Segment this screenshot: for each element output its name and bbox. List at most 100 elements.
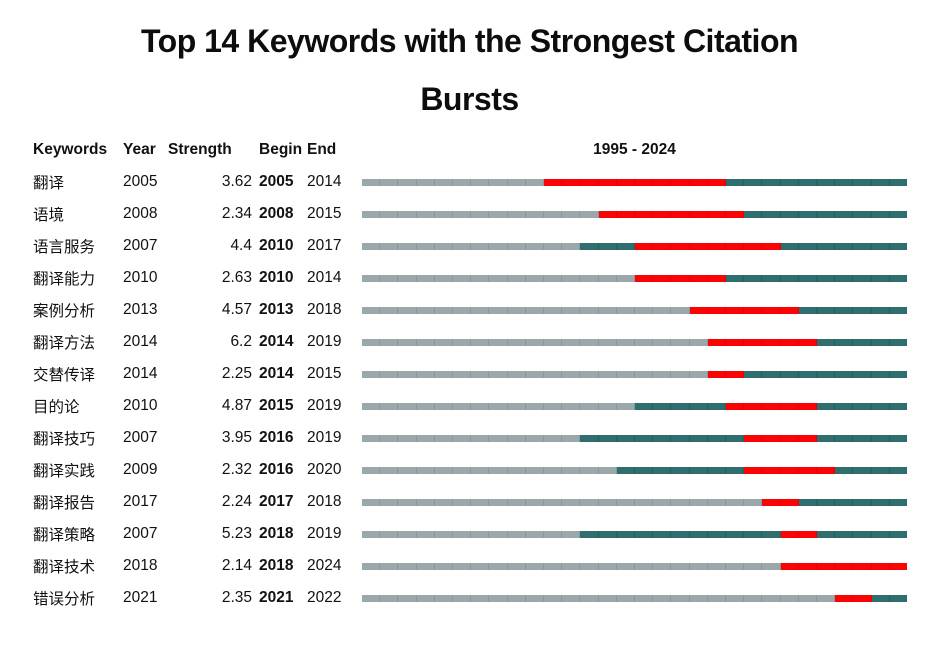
year-cell-2023: [871, 466, 890, 474]
year-cell-2014: [707, 370, 727, 378]
year-cell-2014: [707, 594, 727, 602]
burst-begin-value: 2013: [259, 301, 294, 318]
year-cell-2006: [562, 402, 581, 410]
year-cell-2018: [780, 402, 799, 410]
year-cell-1998: [416, 274, 435, 282]
table-row: 交替传译 2014 2.25 2014 2015: [0, 358, 939, 390]
year-cell-2005: [544, 498, 563, 506]
year-cell-2013: [689, 210, 708, 218]
year-cell-2020: [817, 594, 836, 602]
year-cell-2005: [544, 402, 563, 410]
year-cell-1998: [416, 210, 435, 218]
year-cell-1995: [362, 530, 381, 538]
year-cell-2022: [853, 370, 872, 378]
year-cell-2011: [653, 178, 672, 186]
year-cell-2013: [689, 530, 708, 538]
burst-begin-value: 2017: [259, 493, 294, 510]
year-cell-2008: [598, 402, 617, 410]
year-cell-2012: [671, 594, 690, 602]
year-cell-2011: [653, 498, 672, 506]
year-cell-2018: [780, 306, 799, 314]
year-cell-2005: [544, 338, 563, 346]
year-cell-2004: [525, 530, 545, 538]
burst-timeline-bar: [362, 178, 908, 186]
burst-timeline-bar: [362, 498, 908, 506]
year-cell-2000: [453, 562, 472, 570]
year-cell-2014: [707, 274, 727, 282]
burst-timeline-bar: [362, 434, 908, 442]
year-cell-2002: [489, 178, 508, 186]
year-cell-2009: [616, 562, 636, 570]
year-cell-2000: [453, 210, 472, 218]
keyword-label: 错误分析: [33, 591, 96, 608]
year-cell-1999: [434, 594, 454, 602]
year-cell-2000: [453, 370, 472, 378]
year-cell-2005: [544, 242, 563, 250]
year-cell-2005: [544, 178, 563, 186]
year-cell-2004: [525, 242, 545, 250]
year-cell-2003: [507, 402, 526, 410]
year-cell-2015: [726, 338, 745, 346]
year-cell-2023: [871, 210, 890, 218]
year-cell-2005: [544, 466, 563, 474]
year-cell-2009: [616, 402, 636, 410]
year-cell-2021: [835, 370, 854, 378]
table-row: 目的论 2010 4.87 2015 2019: [0, 390, 939, 422]
year-cell-2008: [598, 242, 617, 250]
year-cell-1998: [416, 498, 435, 506]
burst-begin-value: 2016: [259, 461, 294, 478]
year-cell-2006: [562, 306, 581, 314]
year-cell-1999: [434, 178, 454, 186]
keyword-label: 翻译技术: [33, 559, 96, 576]
year-cell-1996: [380, 402, 399, 410]
year-cell-2011: [653, 402, 672, 410]
year-cell-2009: [616, 274, 636, 282]
year-cell-2012: [671, 274, 690, 282]
year-cell-2007: [580, 594, 599, 602]
year-cell-2000: [453, 242, 472, 250]
year-cell-1995: [362, 338, 381, 346]
year-cell-1996: [380, 178, 399, 186]
burst-end-value: 2017: [307, 237, 342, 254]
year-cell-2007: [580, 178, 599, 186]
strength-value: 4.87: [221, 397, 252, 414]
header-keywords: Keywords: [33, 141, 108, 158]
year-cell-2007: [580, 210, 599, 218]
year-cell-2000: [453, 402, 472, 410]
year-cell-1995: [362, 562, 381, 570]
year-cell-2008: [598, 338, 617, 346]
year-cell-2024: [889, 402, 908, 410]
burst-timeline-bar: [362, 274, 908, 282]
year-cell-2008: [598, 370, 617, 378]
keyword-label: 语言服务: [33, 239, 96, 256]
year-cell-2006: [562, 274, 581, 282]
year-cell-2019: [798, 466, 818, 474]
year-cell-2018: [780, 562, 799, 570]
header-year: Year: [123, 141, 156, 158]
year-cell-2002: [489, 274, 508, 282]
year-cell-2021: [835, 306, 854, 314]
year-cell-2024: [889, 210, 908, 218]
year-cell-2018: [780, 370, 799, 378]
year-cell-2019: [798, 242, 818, 250]
burst-end-value: 2019: [307, 429, 342, 446]
year-cell-1998: [416, 178, 435, 186]
year-cell-2019: [798, 370, 818, 378]
year-cell-2000: [453, 530, 472, 538]
year-cell-2012: [671, 370, 690, 378]
year-cell-2007: [580, 242, 599, 250]
year-cell-2013: [689, 306, 708, 314]
first-year-value: 2008: [123, 205, 158, 222]
year-cell-2016: [744, 402, 763, 410]
year-cell-2022: [853, 306, 872, 314]
year-cell-2002: [489, 466, 508, 474]
year-cell-2009: [616, 242, 636, 250]
year-cell-2004: [525, 402, 545, 410]
year-cell-2023: [871, 434, 890, 442]
burst-timeline-bar: [362, 530, 908, 538]
first-year-value: 2007: [123, 525, 158, 542]
year-cell-2015: [726, 370, 745, 378]
year-cell-1995: [362, 498, 381, 506]
year-cell-2010: [635, 178, 654, 186]
